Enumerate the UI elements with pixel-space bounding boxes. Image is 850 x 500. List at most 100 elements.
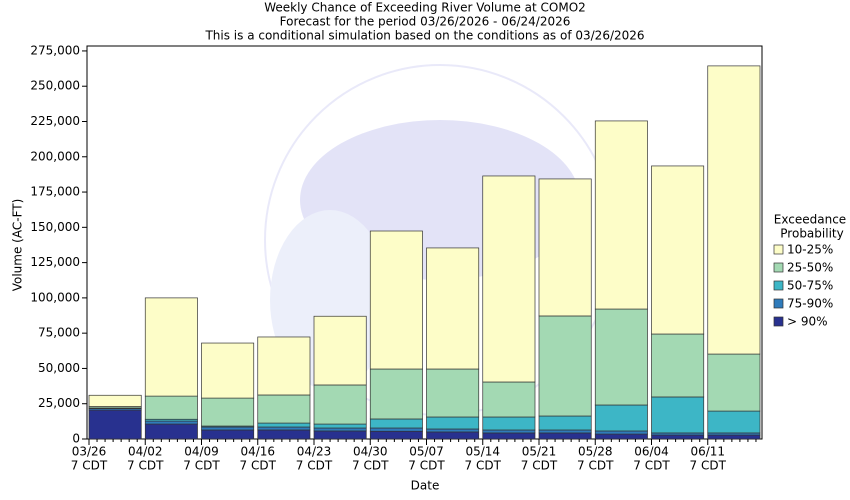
bar-segment <box>144 395 198 420</box>
bar-segment <box>426 431 480 440</box>
bar-segment <box>538 432 592 440</box>
bar-segment <box>651 434 705 440</box>
bar-segment <box>144 297 198 397</box>
x-axis-label: Date <box>411 479 440 493</box>
x-tick-sublabel: 7 CDT <box>71 459 108 473</box>
x-tick-sublabel: 7 CDT <box>408 459 445 473</box>
legend-title: Probability <box>780 227 843 241</box>
y-tick-label: 250,000 <box>30 79 80 93</box>
bar-segment <box>369 418 423 429</box>
bar-segment <box>426 416 480 430</box>
bar-segment <box>201 429 255 440</box>
bar-segment <box>482 175 536 383</box>
bar-segment <box>482 416 536 431</box>
y-tick-label: 50,000 <box>38 361 80 375</box>
bar-segment <box>594 404 648 432</box>
x-tick-sublabel: 7 CDT <box>183 459 220 473</box>
x-tick-label: 05/07 <box>409 445 444 459</box>
y-tick-label: 175,000 <box>30 185 80 199</box>
legend-label: 25-50% <box>787 261 833 275</box>
x-tick-sublabel: 7 CDT <box>352 459 389 473</box>
bar-segment <box>313 315 367 386</box>
bar-segment <box>482 429 536 434</box>
bar-segment <box>426 368 480 418</box>
bar-segment <box>538 415 592 431</box>
bar-segment <box>201 426 255 431</box>
bar-segment <box>201 342 255 399</box>
bar-segment <box>313 430 367 440</box>
x-tick-label: 06/04 <box>634 445 669 459</box>
title: Weekly Chance of Exceeding River Volume … <box>264 1 586 15</box>
bar-segment <box>538 429 592 434</box>
bar-segment <box>201 397 255 427</box>
bar-segment <box>313 384 367 425</box>
legend-label: 50-75% <box>787 279 833 293</box>
x-tick-label: 05/28 <box>578 445 613 459</box>
x-tick-sublabel: 7 CDT <box>521 459 558 473</box>
legend-label: > 90% <box>787 315 828 329</box>
bar-segment <box>88 409 142 440</box>
y-tick-label: 275,000 <box>30 43 80 57</box>
bar-segment <box>144 420 198 425</box>
subtitle: Forecast for the period 03/26/2026 - 06/… <box>280 15 571 29</box>
x-tick-label: 04/30 <box>353 445 388 459</box>
bar-segment <box>707 410 761 434</box>
bar-segment <box>257 422 311 428</box>
y-tick-label: 225,000 <box>30 114 80 128</box>
legend-swatch <box>773 298 784 309</box>
bar-segment <box>257 336 311 396</box>
x-tick-label: 03/26 <box>72 445 107 459</box>
bar-segment <box>88 394 142 407</box>
bar-segment <box>707 434 761 440</box>
bar-segment <box>369 427 423 432</box>
y-tick-label: 0 <box>72 432 80 446</box>
plot-area <box>86 45 763 440</box>
x-tick-label: 05/21 <box>522 445 557 459</box>
bar-segment <box>257 429 311 440</box>
subtitle: This is a conditional simulation based o… <box>204 29 644 43</box>
x-tick-sublabel: 7 CDT <box>690 459 727 473</box>
y-tick-label: 75,000 <box>38 326 80 340</box>
bar-segment <box>594 430 648 435</box>
bar-segment <box>482 432 536 440</box>
bar-segment <box>594 120 648 310</box>
legend-label: 75-90% <box>787 297 833 311</box>
y-tick-label: 200,000 <box>30 149 80 163</box>
y-tick-label: 100,000 <box>30 290 80 304</box>
bar-segment <box>651 165 705 335</box>
bar-segment <box>482 381 536 418</box>
bar-segment <box>651 396 705 434</box>
legend-swatch <box>773 244 784 255</box>
y-axis-label: Volume (AC-FT) <box>11 199 25 292</box>
legend-swatch <box>773 262 784 273</box>
y-tick-label: 125,000 <box>30 255 80 269</box>
legend-swatch <box>773 280 784 291</box>
x-tick-sublabel: 7 CDT <box>127 459 164 473</box>
bar-segment <box>369 230 423 370</box>
x-tick-sublabel: 7 CDT <box>296 459 333 473</box>
bar-segment <box>538 315 592 417</box>
bar-segment <box>594 308 648 406</box>
bar-segment <box>651 333 705 398</box>
x-tick-label: 04/02 <box>128 445 163 459</box>
x-tick-sublabel: 7 CDT <box>465 459 502 473</box>
bar-segment <box>144 423 198 440</box>
x-tick-sublabel: 7 CDT <box>577 459 614 473</box>
bar-segment <box>426 247 480 370</box>
bar-segment <box>313 423 367 429</box>
bar-segment <box>538 178 592 317</box>
bar-segment <box>257 394 311 424</box>
bar-segment <box>594 433 648 440</box>
bar-segment <box>707 65 761 355</box>
bar-segment <box>707 353 761 412</box>
bar-segment <box>426 428 480 433</box>
x-tick-sublabel: 7 CDT <box>633 459 670 473</box>
legend-title: Exceedance <box>774 213 846 227</box>
y-tick-label: 150,000 <box>30 220 80 234</box>
bar-segment <box>257 426 311 431</box>
x-tick-label: 06/11 <box>690 445 725 459</box>
bar-segment <box>369 368 423 420</box>
x-tick-sublabel: 7 CDT <box>240 459 277 473</box>
x-tick-label: 04/09 <box>184 445 219 459</box>
